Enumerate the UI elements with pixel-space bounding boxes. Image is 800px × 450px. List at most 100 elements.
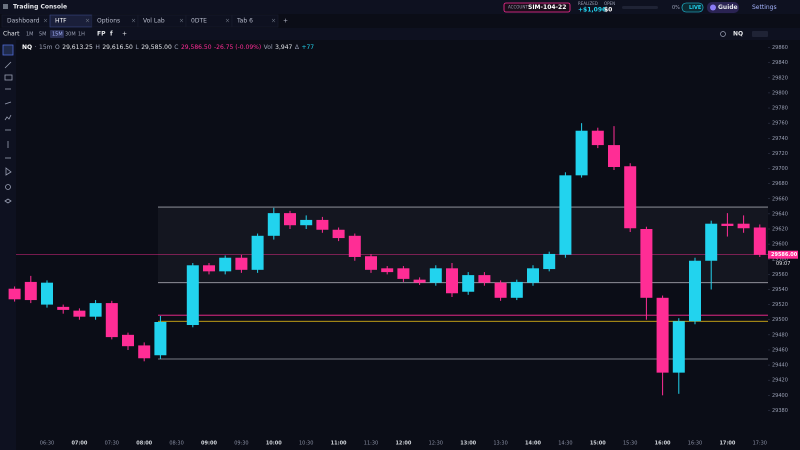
candle-body <box>348 235 361 257</box>
toolbar-tool[interactable]: f <box>110 31 113 38</box>
quote-part: C <box>174 44 178 51</box>
quote-part: 29,585.00 <box>141 44 172 51</box>
timeframe[interactable]: 15M <box>52 32 63 38</box>
candle-body <box>300 219 313 226</box>
x-tick-label: 08:00 <box>136 441 152 447</box>
candle-body <box>284 213 296 226</box>
tab-close: × <box>271 18 276 25</box>
tab[interactable] <box>231 14 279 28</box>
candle-body <box>753 227 766 255</box>
guide-icon <box>710 4 716 11</box>
candle-body <box>575 130 588 176</box>
price-axis <box>768 40 800 435</box>
quote-part: 15m <box>39 44 53 51</box>
path-tool[interactable] <box>4 114 12 121</box>
candle-body <box>154 321 167 356</box>
add-indicator[interactable]: + <box>122 31 127 38</box>
range-zone <box>158 207 768 283</box>
guide-text: Guide <box>718 4 738 11</box>
open-label: OPEN <box>604 1 615 6</box>
timeframe[interactable]: 5M <box>39 32 47 38</box>
y-tick-label: 29440 <box>772 363 788 369</box>
candle-body <box>462 275 475 292</box>
timeframe[interactable]: 1H <box>78 32 85 38</box>
cursor-tool[interactable] <box>2 44 14 56</box>
time-axis <box>16 435 768 450</box>
candle-body <box>365 256 377 270</box>
realized-value: +$1,096 <box>578 7 606 14</box>
quote-part: Vol <box>264 44 273 51</box>
magnet-tool[interactable] <box>5 184 11 190</box>
candle-body <box>24 281 37 301</box>
tool-icons[interactable] <box>2 44 14 204</box>
candle-body <box>381 268 394 273</box>
guide-button[interactable] <box>707 2 739 13</box>
quote-part: Δ <box>295 44 300 51</box>
tab-label: Tab 6 <box>236 18 253 25</box>
chart-toolbar <box>0 28 800 40</box>
x-tick-label: 10:00 <box>266 441 282 447</box>
open-value: $0 <box>604 7 612 14</box>
account-id: SIM-104-22 <box>528 4 566 11</box>
y-tick-label: 29480 <box>772 332 788 338</box>
candle-body <box>494 282 507 298</box>
x-tick-label: 13:00 <box>460 441 476 447</box>
candle-body <box>57 306 70 310</box>
replay-tool[interactable] <box>5 167 12 176</box>
candle-body <box>251 235 264 270</box>
tab-close: × <box>85 18 90 25</box>
quote-line: NQ · 15m O 29,613.25 H 29,616.50 L 29,585.00 C 29,… <box>22 44 314 51</box>
tool-sidebar <box>0 40 16 450</box>
y-tick-label: 29460 <box>772 347 788 353</box>
realized-label: REALIZED <box>578 1 598 6</box>
account-box[interactable] <box>503 2 571 13</box>
y-tick-label: 29560 <box>772 272 788 278</box>
timeframe[interactable]: 30M <box>65 32 76 38</box>
candle-body <box>737 223 750 229</box>
quote-part: O <box>55 44 60 51</box>
y-tick-label: 29720 <box>772 151 788 157</box>
toolbar-tool[interactable]: FP <box>97 31 106 38</box>
candle-body <box>656 297 669 373</box>
settings-link[interactable]: Settings <box>752 4 777 11</box>
x-tick-label: 09:30 <box>234 441 248 447</box>
candle-body <box>413 279 426 283</box>
snapshot-icon[interactable] <box>720 31 726 37</box>
line-tool[interactable] <box>4 61 12 69</box>
app-title: Trading Console <box>13 4 67 11</box>
x-tick-label: 15:30 <box>623 441 637 447</box>
candle-body <box>429 268 442 283</box>
rect-tool[interactable] <box>4 74 13 81</box>
candle-body <box>105 303 118 338</box>
y-tick-label: 29840 <box>772 60 788 66</box>
timeframe[interactable]: 1M <box>26 32 34 38</box>
timeframe-active <box>50 30 64 38</box>
x-tick-label: 08:30 <box>169 441 183 447</box>
candle-body <box>624 166 637 229</box>
candle-body <box>543 253 556 270</box>
y-tick-label: 29740 <box>772 136 788 142</box>
y-tick-label: 29660 <box>772 196 788 202</box>
tab-label: 0DTE <box>191 18 207 25</box>
candle-body <box>316 219 329 230</box>
channel-tool[interactable] <box>4 101 12 105</box>
candle-body <box>203 265 215 272</box>
tab-close: × <box>131 18 136 25</box>
x-tick-label: 11:30 <box>364 441 378 447</box>
account-label: ACCOUNT <box>508 5 528 10</box>
y-tick-label: 29500 <box>772 317 788 323</box>
x-tick-label: 12:30 <box>429 441 443 447</box>
x-tick-label: 12:00 <box>395 441 411 447</box>
timeframes: 1M 5M 15M 30M 1H <box>26 30 85 38</box>
new-tab[interactable]: + <box>283 18 288 25</box>
x-tick-label: 07:30 <box>105 441 119 447</box>
candle-body <box>591 130 604 146</box>
tab-close: × <box>225 18 230 25</box>
main-tag <box>752 31 768 37</box>
quote-part: · <box>35 44 37 51</box>
live-badge[interactable] <box>681 2 704 13</box>
y-tick-label: 29520 <box>772 302 788 308</box>
layers-tool[interactable] <box>4 198 12 204</box>
